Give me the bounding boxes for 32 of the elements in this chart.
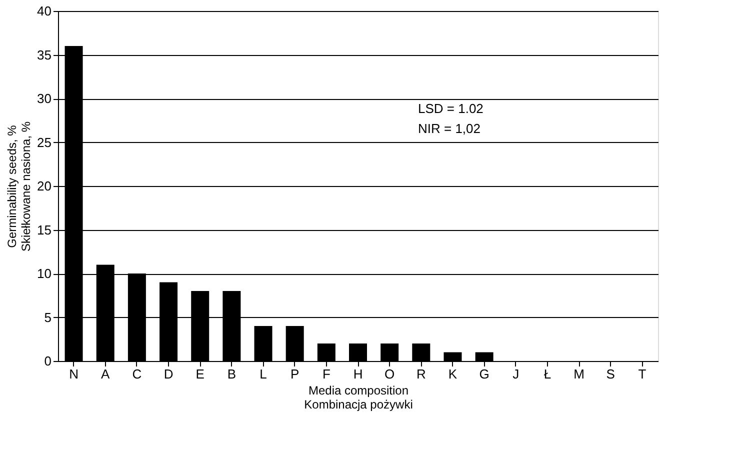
x-tick-label: Ł (544, 366, 552, 382)
y-tick-label: 25 (37, 134, 52, 150)
y-tick-label: 40 (37, 4, 52, 18)
x-tick-label: L (260, 366, 267, 382)
x-tick-label: N (69, 366, 78, 382)
x-tick-label: P (290, 366, 300, 382)
x-tick-label: S (606, 366, 616, 382)
x-tick-label: B (227, 366, 236, 382)
x-tick-label: D (164, 366, 174, 382)
x-tick-label: K (448, 366, 458, 382)
x-tick-label: G (479, 366, 490, 382)
x-tick-label: H (353, 366, 363, 382)
x-tick-label: C (132, 366, 142, 382)
x-tick-label: J (512, 366, 520, 382)
y-tick-label: 5 (44, 310, 52, 325)
x-tick-label: E (196, 366, 205, 382)
x-tick-label: F (322, 366, 330, 382)
y-axis-title: Germinability seeds, % Skiełkowane nasiona, % (5, 121, 34, 252)
y-tick-label: 15 (37, 222, 52, 238)
y-tick-label: 35 (37, 47, 52, 62)
y-tick-label: 10 (37, 266, 52, 281)
y-tick-label: 20 (37, 178, 52, 194)
annotation: NIR = 1,02 (418, 121, 481, 136)
annotation: LSD = 1.02 (418, 101, 484, 116)
x-tick-label: O (384, 366, 395, 382)
y-tick-label: 30 (37, 91, 52, 106)
x-tick-label: A (101, 366, 110, 382)
x-tick-label: M (574, 366, 584, 382)
x-axis-title: Media composition Kombinacja pożywki (304, 384, 413, 412)
x-tick-label: R (416, 366, 426, 382)
y-tick-label: 0 (44, 354, 52, 368)
x-tick-label: T (638, 366, 646, 382)
